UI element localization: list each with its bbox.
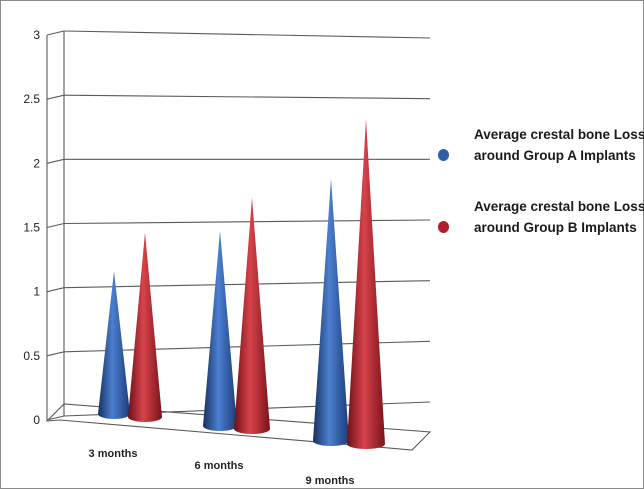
legend-marker-group-b	[438, 221, 449, 233]
floor	[45, 403, 432, 451]
legend-item-group-a: Average crestal bone Loss around Group A…	[436, 124, 644, 166]
gridline-wall	[46, 351, 65, 357]
legend-marker-group-a	[438, 149, 449, 161]
labels-layer: 0 0.5 1 1.5 2 2.5 3 3 months 6 months 9 months	[23, 28, 354, 487]
legend-label-group-a: Average crestal bone Loss around Group A…	[474, 127, 644, 163]
cone-group-b-2	[347, 119, 385, 449]
y-tick-label: 2	[33, 156, 40, 170]
y-tick-label: 0	[33, 413, 40, 427]
cones-layer	[98, 119, 385, 449]
cone-group-a-2	[313, 178, 349, 446]
gridline	[63, 219, 431, 225]
cone-group-b-1	[234, 197, 270, 434]
legend-item-group-b: Average crestal bone Loss around Group B…	[436, 196, 644, 238]
x-tick-label: 6 months	[195, 460, 244, 472]
gridline-wall	[46, 415, 65, 421]
y-tick-label: 3	[33, 28, 40, 42]
cone-group-a-0	[98, 271, 130, 419]
x-tick-label: 9 months	[306, 475, 355, 487]
y-tick-label: 0.5	[23, 349, 40, 363]
y-tick-label: 1.5	[23, 221, 40, 235]
legend: Average crestal bone Loss around Group A…	[436, 124, 644, 268]
cone-group-a-1	[203, 230, 237, 431]
gridline-wall	[46, 94, 65, 100]
gridline	[63, 94, 431, 100]
cone-group-b-0	[128, 232, 162, 422]
y-tick-label: 1	[33, 285, 40, 299]
legend-label-group-b: Average crestal bone Loss around Group B…	[474, 199, 644, 235]
gridline	[63, 30, 431, 39]
gridline-wall	[46, 222, 65, 229]
gridline-wall	[46, 30, 65, 36]
y-tick-label: 2.5	[23, 92, 40, 106]
gridline-wall	[46, 158, 65, 164]
x-tick-label: 3 months	[89, 448, 138, 460]
gridline-wall	[46, 287, 65, 293]
